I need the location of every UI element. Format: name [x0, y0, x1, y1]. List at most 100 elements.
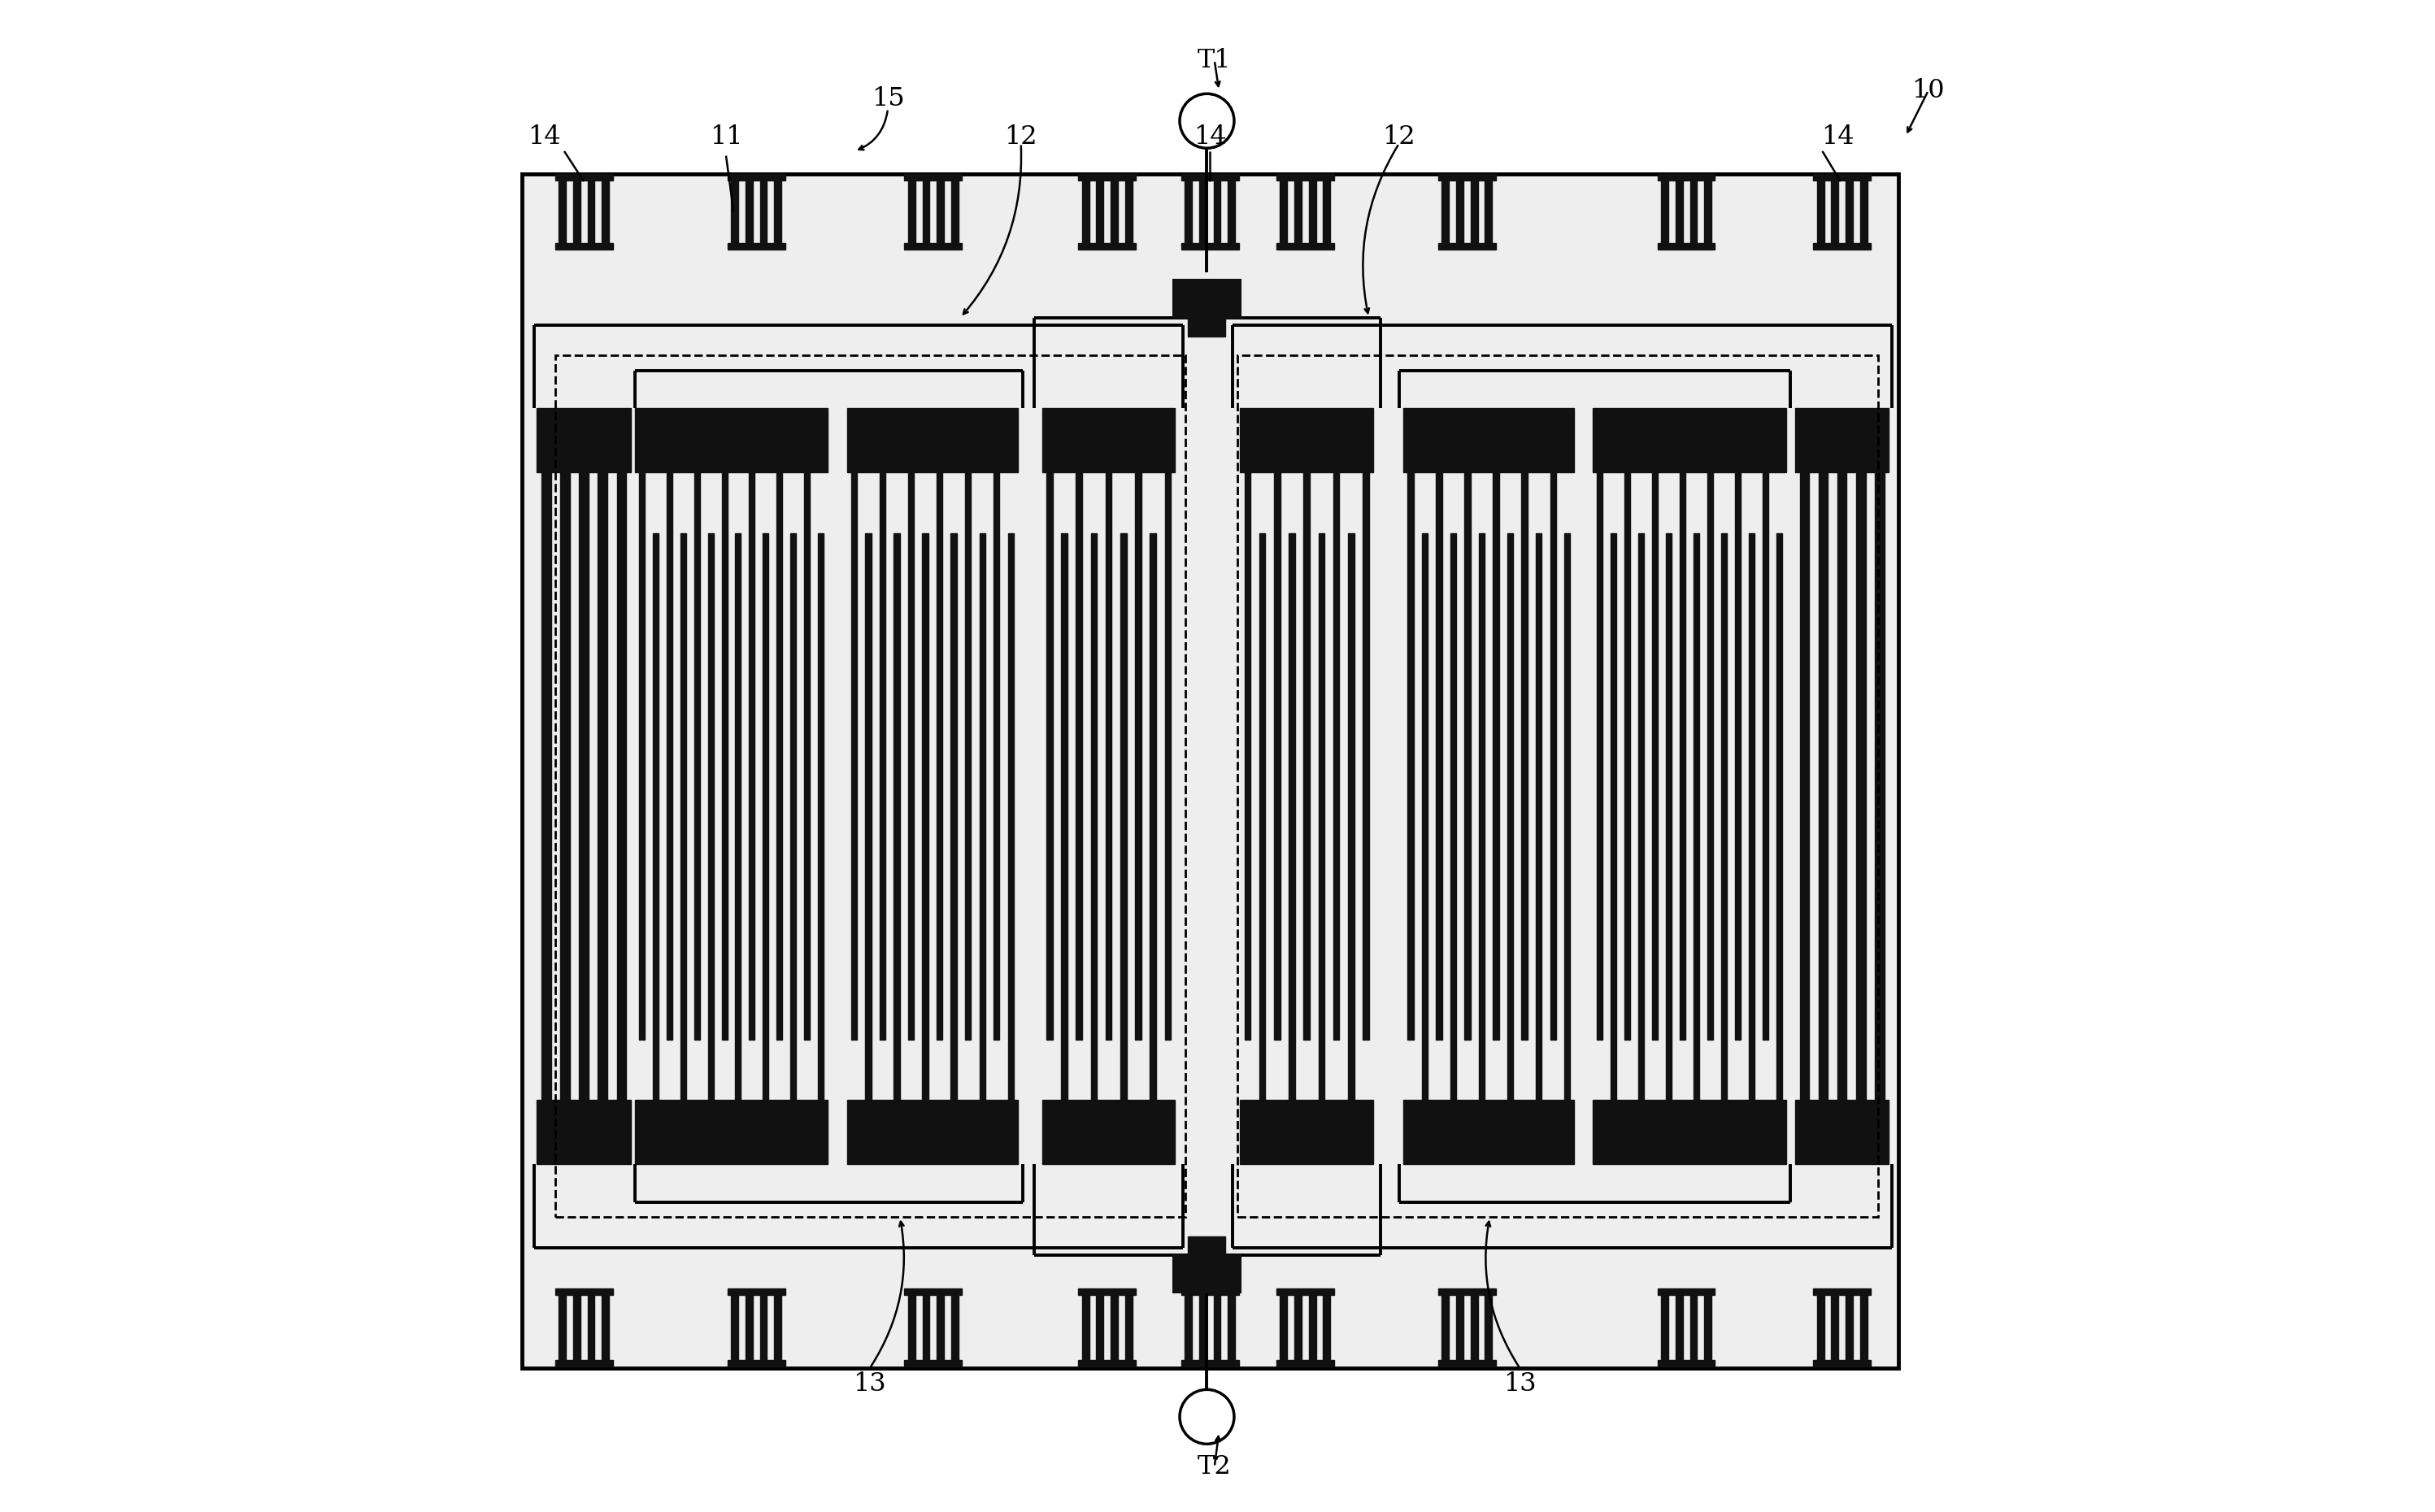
Bar	[1105, 472, 1113, 1040]
Bar	[1188, 314, 1225, 337]
Bar	[1079, 174, 1135, 180]
Bar	[903, 243, 962, 249]
Bar	[1624, 472, 1629, 1040]
Bar	[847, 408, 1018, 472]
Bar	[1536, 534, 1541, 1101]
Bar	[601, 180, 609, 243]
Bar	[1437, 472, 1442, 1040]
Bar	[1507, 534, 1512, 1101]
Bar	[636, 408, 828, 472]
Bar	[1775, 534, 1782, 1101]
Bar	[952, 180, 959, 243]
Bar	[937, 180, 945, 243]
Text: 12: 12	[1383, 124, 1415, 150]
Bar	[1795, 408, 1890, 472]
Bar	[952, 1294, 959, 1361]
Bar	[1198, 180, 1205, 243]
Bar	[1334, 472, 1339, 1040]
Bar	[521, 174, 1897, 1368]
Bar	[587, 1294, 594, 1361]
Bar	[1563, 534, 1571, 1101]
Bar	[1227, 180, 1235, 243]
Text: 11: 11	[709, 124, 743, 150]
Bar	[1597, 472, 1602, 1040]
Bar	[1364, 472, 1368, 1040]
Bar	[1814, 1361, 1870, 1367]
Bar	[1042, 1101, 1176, 1164]
Bar	[1860, 180, 1868, 243]
Bar	[1295, 180, 1303, 243]
Bar	[979, 534, 986, 1101]
Bar	[1091, 534, 1096, 1101]
Bar	[1817, 180, 1824, 243]
Bar	[1875, 472, 1885, 1101]
Bar	[1846, 1294, 1853, 1361]
Bar	[728, 243, 784, 249]
Bar	[1281, 1294, 1288, 1361]
Bar	[679, 534, 687, 1101]
Bar	[1308, 180, 1315, 243]
Bar	[1748, 534, 1756, 1101]
Bar	[1704, 180, 1712, 243]
Bar	[1239, 1101, 1373, 1164]
Bar	[1442, 1294, 1449, 1361]
Text: T1: T1	[1198, 48, 1232, 73]
Bar	[587, 180, 594, 243]
Bar	[1734, 472, 1741, 1040]
Bar	[1081, 180, 1088, 243]
Bar	[1422, 534, 1427, 1101]
Text: 14: 14	[1821, 124, 1853, 150]
Bar	[1081, 1294, 1088, 1361]
Bar	[1831, 1294, 1838, 1361]
Bar	[560, 472, 570, 1101]
Circle shape	[1179, 1390, 1235, 1444]
Bar	[1149, 534, 1157, 1101]
Bar	[1675, 180, 1683, 243]
Bar	[1188, 1237, 1225, 1255]
Bar	[541, 472, 550, 1101]
Bar	[1276, 174, 1334, 180]
Bar	[1478, 534, 1485, 1101]
Text: 12: 12	[1003, 124, 1037, 150]
Text: 13: 13	[1502, 1371, 1536, 1397]
Bar	[1675, 1294, 1683, 1361]
Bar	[1135, 472, 1142, 1040]
Bar	[903, 1288, 962, 1294]
Bar	[694, 472, 699, 1040]
Bar	[667, 472, 672, 1040]
Bar	[1079, 1361, 1135, 1367]
Bar	[1442, 180, 1449, 243]
Bar	[1181, 1288, 1239, 1294]
Bar	[1707, 472, 1712, 1040]
Bar	[721, 472, 728, 1040]
Bar	[903, 1361, 962, 1367]
Bar	[1125, 180, 1132, 243]
Bar	[636, 1101, 828, 1164]
Bar	[1164, 472, 1171, 1040]
Bar	[1763, 472, 1768, 1040]
Bar	[1181, 174, 1239, 180]
Bar	[1690, 180, 1697, 243]
Bar	[1819, 472, 1829, 1101]
Bar	[728, 1288, 784, 1294]
Bar	[1493, 472, 1500, 1040]
Bar	[760, 180, 767, 243]
Bar	[1239, 408, 1373, 472]
Bar	[923, 180, 930, 243]
Bar	[1062, 534, 1067, 1101]
Bar	[1439, 243, 1495, 249]
Bar	[923, 534, 928, 1101]
Bar	[1259, 534, 1266, 1101]
Text: 10: 10	[1911, 79, 1946, 103]
Bar	[1322, 180, 1330, 243]
Bar	[1276, 243, 1334, 249]
Bar	[894, 534, 901, 1101]
Bar	[774, 180, 782, 243]
Bar	[1814, 1288, 1870, 1294]
Bar	[1592, 1101, 1787, 1164]
Bar	[964, 472, 972, 1040]
Bar	[538, 1101, 631, 1164]
Bar	[908, 180, 916, 243]
Bar	[1666, 534, 1670, 1101]
Bar	[1814, 243, 1870, 249]
